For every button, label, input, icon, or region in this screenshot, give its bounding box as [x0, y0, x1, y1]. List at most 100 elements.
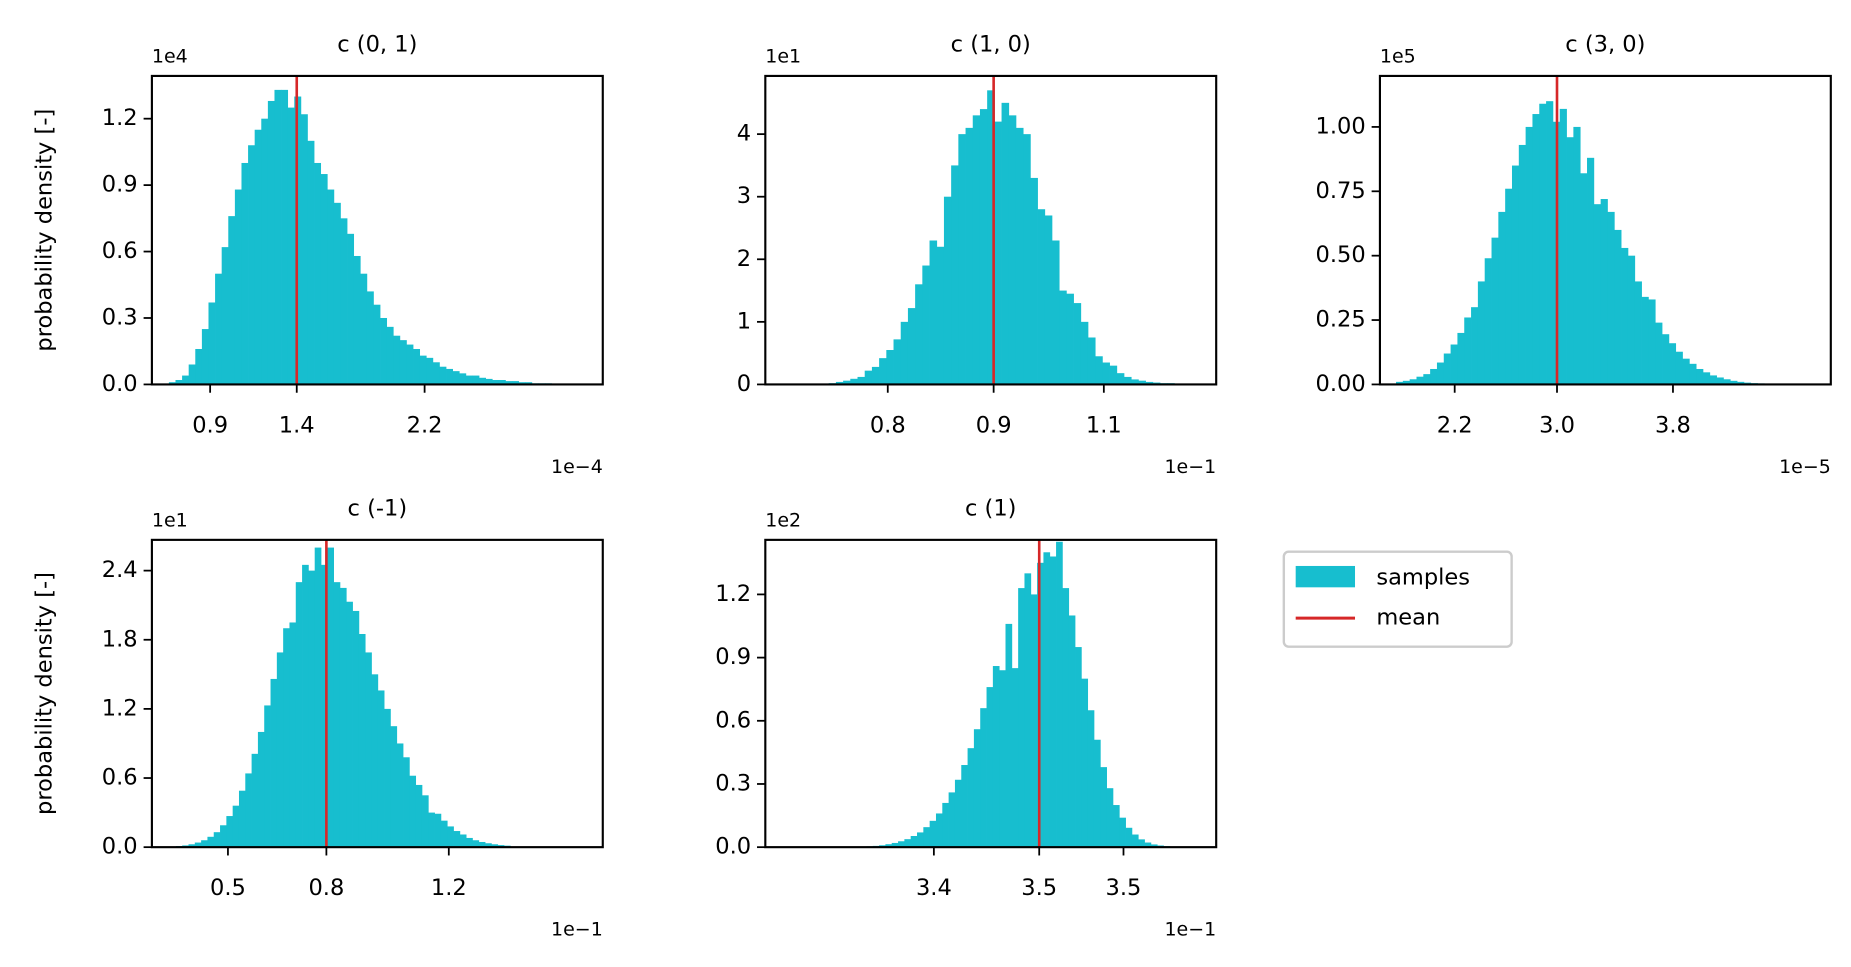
histogram-bar	[1587, 157, 1595, 385]
histogram-bar	[1116, 373, 1125, 385]
y-offset: 1e5	[1380, 45, 1416, 67]
subplot-title: c (0, 1)	[337, 32, 417, 58]
axes-frame	[764, 74, 1218, 386]
histogram-bar	[314, 162, 322, 385]
histogram-bar	[1051, 240, 1060, 385]
histogram-bar	[1059, 290, 1067, 385]
histogram-bar	[1593, 204, 1602, 385]
histogram-bar	[302, 564, 309, 848]
histogram-bar	[327, 547, 334, 848]
histogram-bar	[1675, 351, 1683, 385]
histogram-bar	[1056, 541, 1063, 848]
histogram-bar	[1614, 229, 1622, 385]
histogram-bar	[929, 240, 938, 385]
histogram-bar	[1484, 258, 1492, 385]
histogram-bar	[943, 196, 952, 385]
histogram-bar	[1559, 108, 1567, 385]
histogram-bar	[1095, 356, 1103, 385]
histogram-bar	[426, 357, 434, 385]
histogram-bar	[195, 348, 203, 385]
y-axis-label: probability density [-]	[32, 109, 58, 352]
x-tick-label: 3.8	[1655, 412, 1691, 438]
y-offset: 1e1	[765, 45, 801, 67]
histogram-bar	[992, 666, 1000, 848]
y-tick-label: 0.6	[715, 707, 751, 733]
histogram-bar	[999, 670, 1006, 848]
histogram-bar	[485, 378, 493, 385]
histogram-bar	[1145, 381, 1154, 385]
histogram-bar	[360, 273, 368, 385]
histogram-bar	[399, 340, 407, 385]
histogram-bar	[929, 820, 937, 848]
histogram-bar	[1430, 368, 1438, 385]
histogram-bar	[264, 705, 271, 848]
histogram-bar	[967, 748, 975, 848]
histogram-bar	[525, 382, 533, 385]
histogram-bar	[972, 115, 981, 385]
histogram-bar	[923, 827, 931, 848]
subplot: 0.5 0.8 1.2 0.0 0.6 1.2 1.8 2.4 c (-1) 1e1 1e−1 pro…	[32, 496, 604, 941]
x-tick-label: 0.9	[976, 412, 1012, 438]
histogram-bar	[396, 743, 404, 848]
histogram-bar	[459, 834, 467, 848]
histogram-bar	[276, 652, 284, 848]
x-offset: 1e−4	[551, 456, 603, 478]
histogram-bar	[917, 832, 924, 848]
y-tick-label: 0.6	[102, 238, 138, 264]
histogram-bar	[406, 344, 414, 385]
histogram-bar	[1723, 379, 1731, 385]
histogram-bar	[986, 687, 994, 848]
histogram-bar	[1100, 767, 1107, 848]
histogram-bar	[1112, 805, 1120, 848]
histogram-bar	[1062, 588, 1070, 848]
histogram-bar	[346, 601, 353, 848]
histogram-bar	[512, 381, 519, 385]
histogram-bar	[485, 843, 492, 848]
histogram-bar	[1655, 322, 1663, 385]
y-tick-label: 0.25	[1316, 307, 1366, 333]
histogram-bar	[850, 378, 858, 385]
x-offset: 1e−1	[1164, 456, 1216, 478]
histogram-bar	[891, 842, 899, 848]
x-tick-label: 0.8	[308, 875, 344, 901]
histogram-bar	[1668, 343, 1677, 385]
histogram-bar	[505, 381, 513, 385]
histogram-bar	[384, 708, 391, 848]
y-tick-label: 2.4	[102, 557, 138, 583]
legend-swatch	[1295, 565, 1356, 588]
histogram-bar	[238, 790, 246, 848]
histogram-bar	[1477, 281, 1486, 385]
histogram-bar	[987, 90, 995, 385]
histogram-bar	[182, 375, 190, 385]
histogram-bar	[365, 652, 372, 848]
histogram-bar	[472, 840, 480, 848]
histogram-bar	[1709, 375, 1717, 385]
x-tick-label: 0.8	[870, 412, 906, 438]
histogram-bar	[1119, 817, 1126, 848]
histogram-bar	[241, 162, 249, 385]
x-tick-label: 0.5	[210, 875, 246, 901]
y-tick-label: 0	[737, 371, 751, 397]
histogram-bar	[910, 835, 918, 848]
histogram-bar	[898, 841, 905, 848]
histogram-bar	[1621, 247, 1629, 385]
histogram-bar	[1539, 103, 1547, 385]
histogram-bar	[1037, 209, 1046, 385]
legend: samples mean	[1282, 550, 1513, 648]
histogram-bar	[327, 189, 335, 385]
histogram-bar	[479, 377, 486, 385]
histogram-bar	[1525, 126, 1533, 385]
histogram-bar	[994, 121, 1002, 385]
histogram-bar	[893, 339, 902, 385]
axes-frame	[150, 538, 604, 849]
histogram-bar	[245, 773, 252, 848]
histogram-bar	[1634, 281, 1642, 385]
histogram-bar	[948, 792, 956, 848]
histogram-bar	[472, 375, 480, 385]
subplot-title: c (1)	[965, 496, 1016, 522]
histogram-bar	[1737, 381, 1745, 385]
histogram-bar	[1138, 839, 1145, 848]
x-offset: 1e−5	[1779, 456, 1831, 478]
histogram-bar	[459, 373, 467, 385]
histogram-bar	[432, 362, 440, 385]
